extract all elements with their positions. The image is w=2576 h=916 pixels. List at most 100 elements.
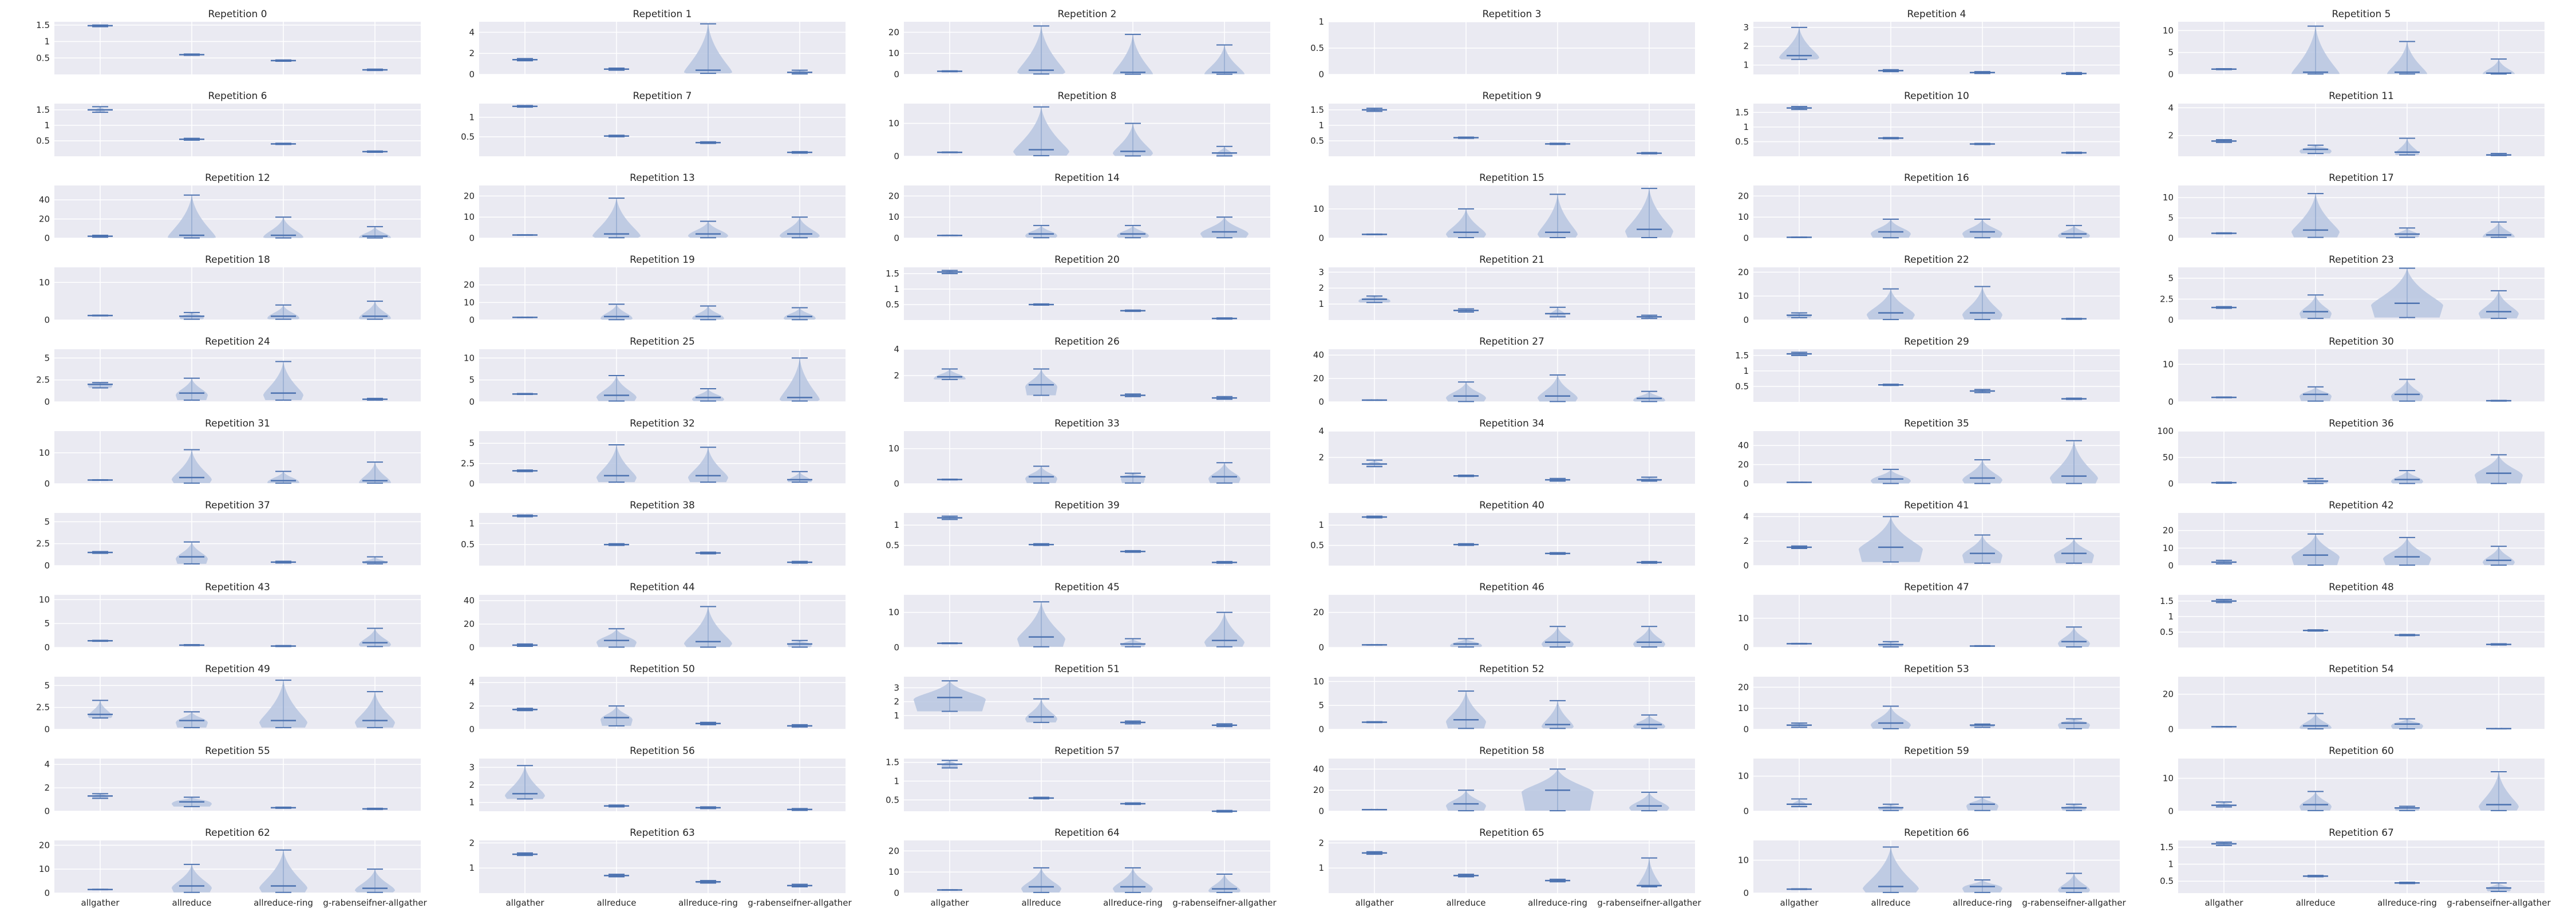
panel-title: Repetition 63 bbox=[630, 827, 695, 839]
y-tick-label: 0 bbox=[2168, 315, 2174, 325]
y-tick-label: 10 bbox=[888, 119, 899, 129]
y-tick-label: 1.5 bbox=[36, 20, 50, 30]
panel-title: Repetition 46 bbox=[1479, 582, 1544, 593]
y-tick-label: 0 bbox=[1318, 806, 1324, 816]
y-tick-label: 2 bbox=[469, 701, 475, 711]
y-tick-label: 0.5 bbox=[2160, 876, 2174, 886]
y-tick-label: 0.5 bbox=[1310, 136, 1324, 146]
y-tick-label: 10 bbox=[464, 297, 475, 307]
y-tick-label: 1 bbox=[1743, 366, 1749, 376]
panel-background bbox=[479, 104, 846, 156]
panel-background bbox=[479, 677, 846, 729]
panel-background bbox=[904, 513, 1270, 566]
y-tick-label: 0 bbox=[44, 642, 50, 653]
violin-panel: 0.5 1 1.5 Repetition 0 bbox=[36, 9, 421, 74]
panel-background bbox=[54, 104, 421, 156]
panel-title: Repetition 35 bbox=[1904, 418, 1969, 429]
y-tick-label: 0 bbox=[44, 479, 50, 489]
violin-panel: 010Repetition 18 bbox=[39, 254, 421, 325]
panel-title: Repetition 10 bbox=[1904, 90, 1969, 102]
panel-title: Repetition 41 bbox=[1904, 500, 1969, 511]
y-tick-label: 2 bbox=[2168, 131, 2174, 141]
y-tick-label: 10 bbox=[888, 867, 899, 877]
panel-title: Repetition 50 bbox=[630, 664, 695, 675]
violin-panel: 050100Repetition 36 bbox=[2157, 418, 2545, 489]
x-tick-label: g-rabenseifner-allgather bbox=[2022, 898, 2126, 908]
violin-panel: 010Repetition 47 bbox=[1738, 582, 2120, 653]
panel-title: Repetition 51 bbox=[1054, 664, 1120, 675]
y-tick-label: 0 bbox=[469, 69, 475, 80]
y-tick-label: 0.5 bbox=[886, 795, 899, 805]
y-tick-label: 4 bbox=[894, 344, 899, 354]
y-tick-label: 10 bbox=[464, 353, 475, 363]
y-tick-label: 0 bbox=[2168, 397, 2174, 407]
violin-panel: 0 10 20 Repetition 16 bbox=[1738, 172, 2120, 243]
panel-title: Repetition 19 bbox=[630, 254, 695, 266]
y-tick-label: 2 bbox=[1743, 536, 1749, 546]
y-tick-label: 20 bbox=[1738, 191, 1749, 201]
y-tick-label: 20 bbox=[2163, 689, 2174, 700]
panel-background bbox=[2178, 840, 2545, 893]
panel-title: Repetition 47 bbox=[1904, 582, 1969, 593]
y-tick-label: 0 bbox=[1318, 724, 1324, 735]
y-tick-label: 20 bbox=[1738, 267, 1749, 277]
violin-panel: 01020Repetition 13 bbox=[464, 172, 846, 243]
violin-panel: 0 10 20 Repetition 14 bbox=[888, 172, 1270, 243]
x-tick-label: allreduce bbox=[1871, 898, 1910, 908]
panel-title: Repetition 45 bbox=[1054, 582, 1120, 593]
x-tick-label: allreduce-ring bbox=[254, 898, 313, 908]
y-tick-label: 40 bbox=[1313, 764, 1324, 774]
y-tick-label: 1 bbox=[2168, 611, 2174, 622]
y-tick-label: 1 bbox=[469, 863, 475, 873]
y-tick-label: 0 bbox=[2168, 560, 2174, 571]
panel-title: Repetition 24 bbox=[205, 336, 270, 348]
panel-title: Repetition 14 bbox=[1054, 172, 1120, 184]
violin-panel: 010Repetition 45 bbox=[888, 582, 1270, 653]
panel-title: Repetition 17 bbox=[2329, 172, 2394, 184]
y-tick-label: 5 bbox=[2168, 48, 2174, 58]
violin-panel: 0.51Repetition 38 bbox=[461, 500, 846, 566]
panel-title: Repetition 3 bbox=[1483, 9, 1542, 20]
panel-title: Repetition 22 bbox=[1904, 254, 1969, 266]
y-tick-label: 20 bbox=[1313, 785, 1324, 795]
panel-title: Repetition 4 bbox=[1907, 9, 1966, 20]
panel-background bbox=[54, 349, 421, 402]
violin-panel: 0 2 4 Repetition 1 bbox=[469, 9, 846, 80]
panel-background bbox=[1753, 185, 2120, 238]
panel-background bbox=[1329, 349, 1695, 402]
panel-background bbox=[54, 22, 421, 74]
y-tick-label: 5 bbox=[44, 618, 50, 629]
panel-title: Repetition 20 bbox=[1054, 254, 1120, 266]
y-tick-label: 1 bbox=[469, 112, 475, 123]
y-tick-label: 2.5 bbox=[36, 702, 50, 713]
panel-title: Repetition 55 bbox=[205, 745, 270, 757]
y-tick-label: 1 bbox=[44, 120, 50, 131]
y-tick-label: 0 bbox=[894, 479, 899, 489]
y-tick-label: 0 bbox=[469, 479, 475, 489]
y-tick-label: 1 bbox=[1743, 122, 1749, 132]
violin-panel: 123Repetition 51 bbox=[894, 664, 1270, 729]
y-tick-label: 1.5 bbox=[886, 757, 899, 768]
panel-background bbox=[1753, 759, 2120, 811]
y-tick-label: 4 bbox=[44, 759, 50, 769]
y-tick-label: 20 bbox=[1313, 373, 1324, 384]
y-tick-label: 1 bbox=[2168, 859, 2174, 870]
violin-panel: 0.5 1 1.5 Repetition 67 allgather allreduce al… bbox=[2160, 827, 2551, 908]
violin-panel: 02.55Repetition 32 bbox=[461, 418, 846, 489]
y-tick-label: 20 bbox=[888, 191, 899, 201]
y-tick-label: 1 bbox=[469, 797, 475, 808]
y-tick-label: 20 bbox=[1738, 460, 1749, 470]
panel-background bbox=[479, 22, 846, 74]
violin-panel: 2 4 Repetition 11 bbox=[2168, 90, 2545, 156]
y-tick-label: 1 bbox=[894, 520, 899, 530]
y-tick-label: 10 bbox=[39, 277, 50, 287]
panel-background bbox=[2178, 349, 2545, 402]
y-tick-label: 40 bbox=[39, 195, 50, 205]
y-tick-label: 1.5 bbox=[1735, 107, 1749, 117]
panel-background bbox=[904, 267, 1270, 320]
y-tick-label: 10 bbox=[1738, 212, 1749, 222]
panel-title: Repetition 34 bbox=[1479, 418, 1544, 429]
y-tick-label: 2 bbox=[44, 783, 50, 793]
y-tick-label: 0 bbox=[1743, 724, 1749, 735]
y-tick-label: 5 bbox=[469, 438, 475, 448]
